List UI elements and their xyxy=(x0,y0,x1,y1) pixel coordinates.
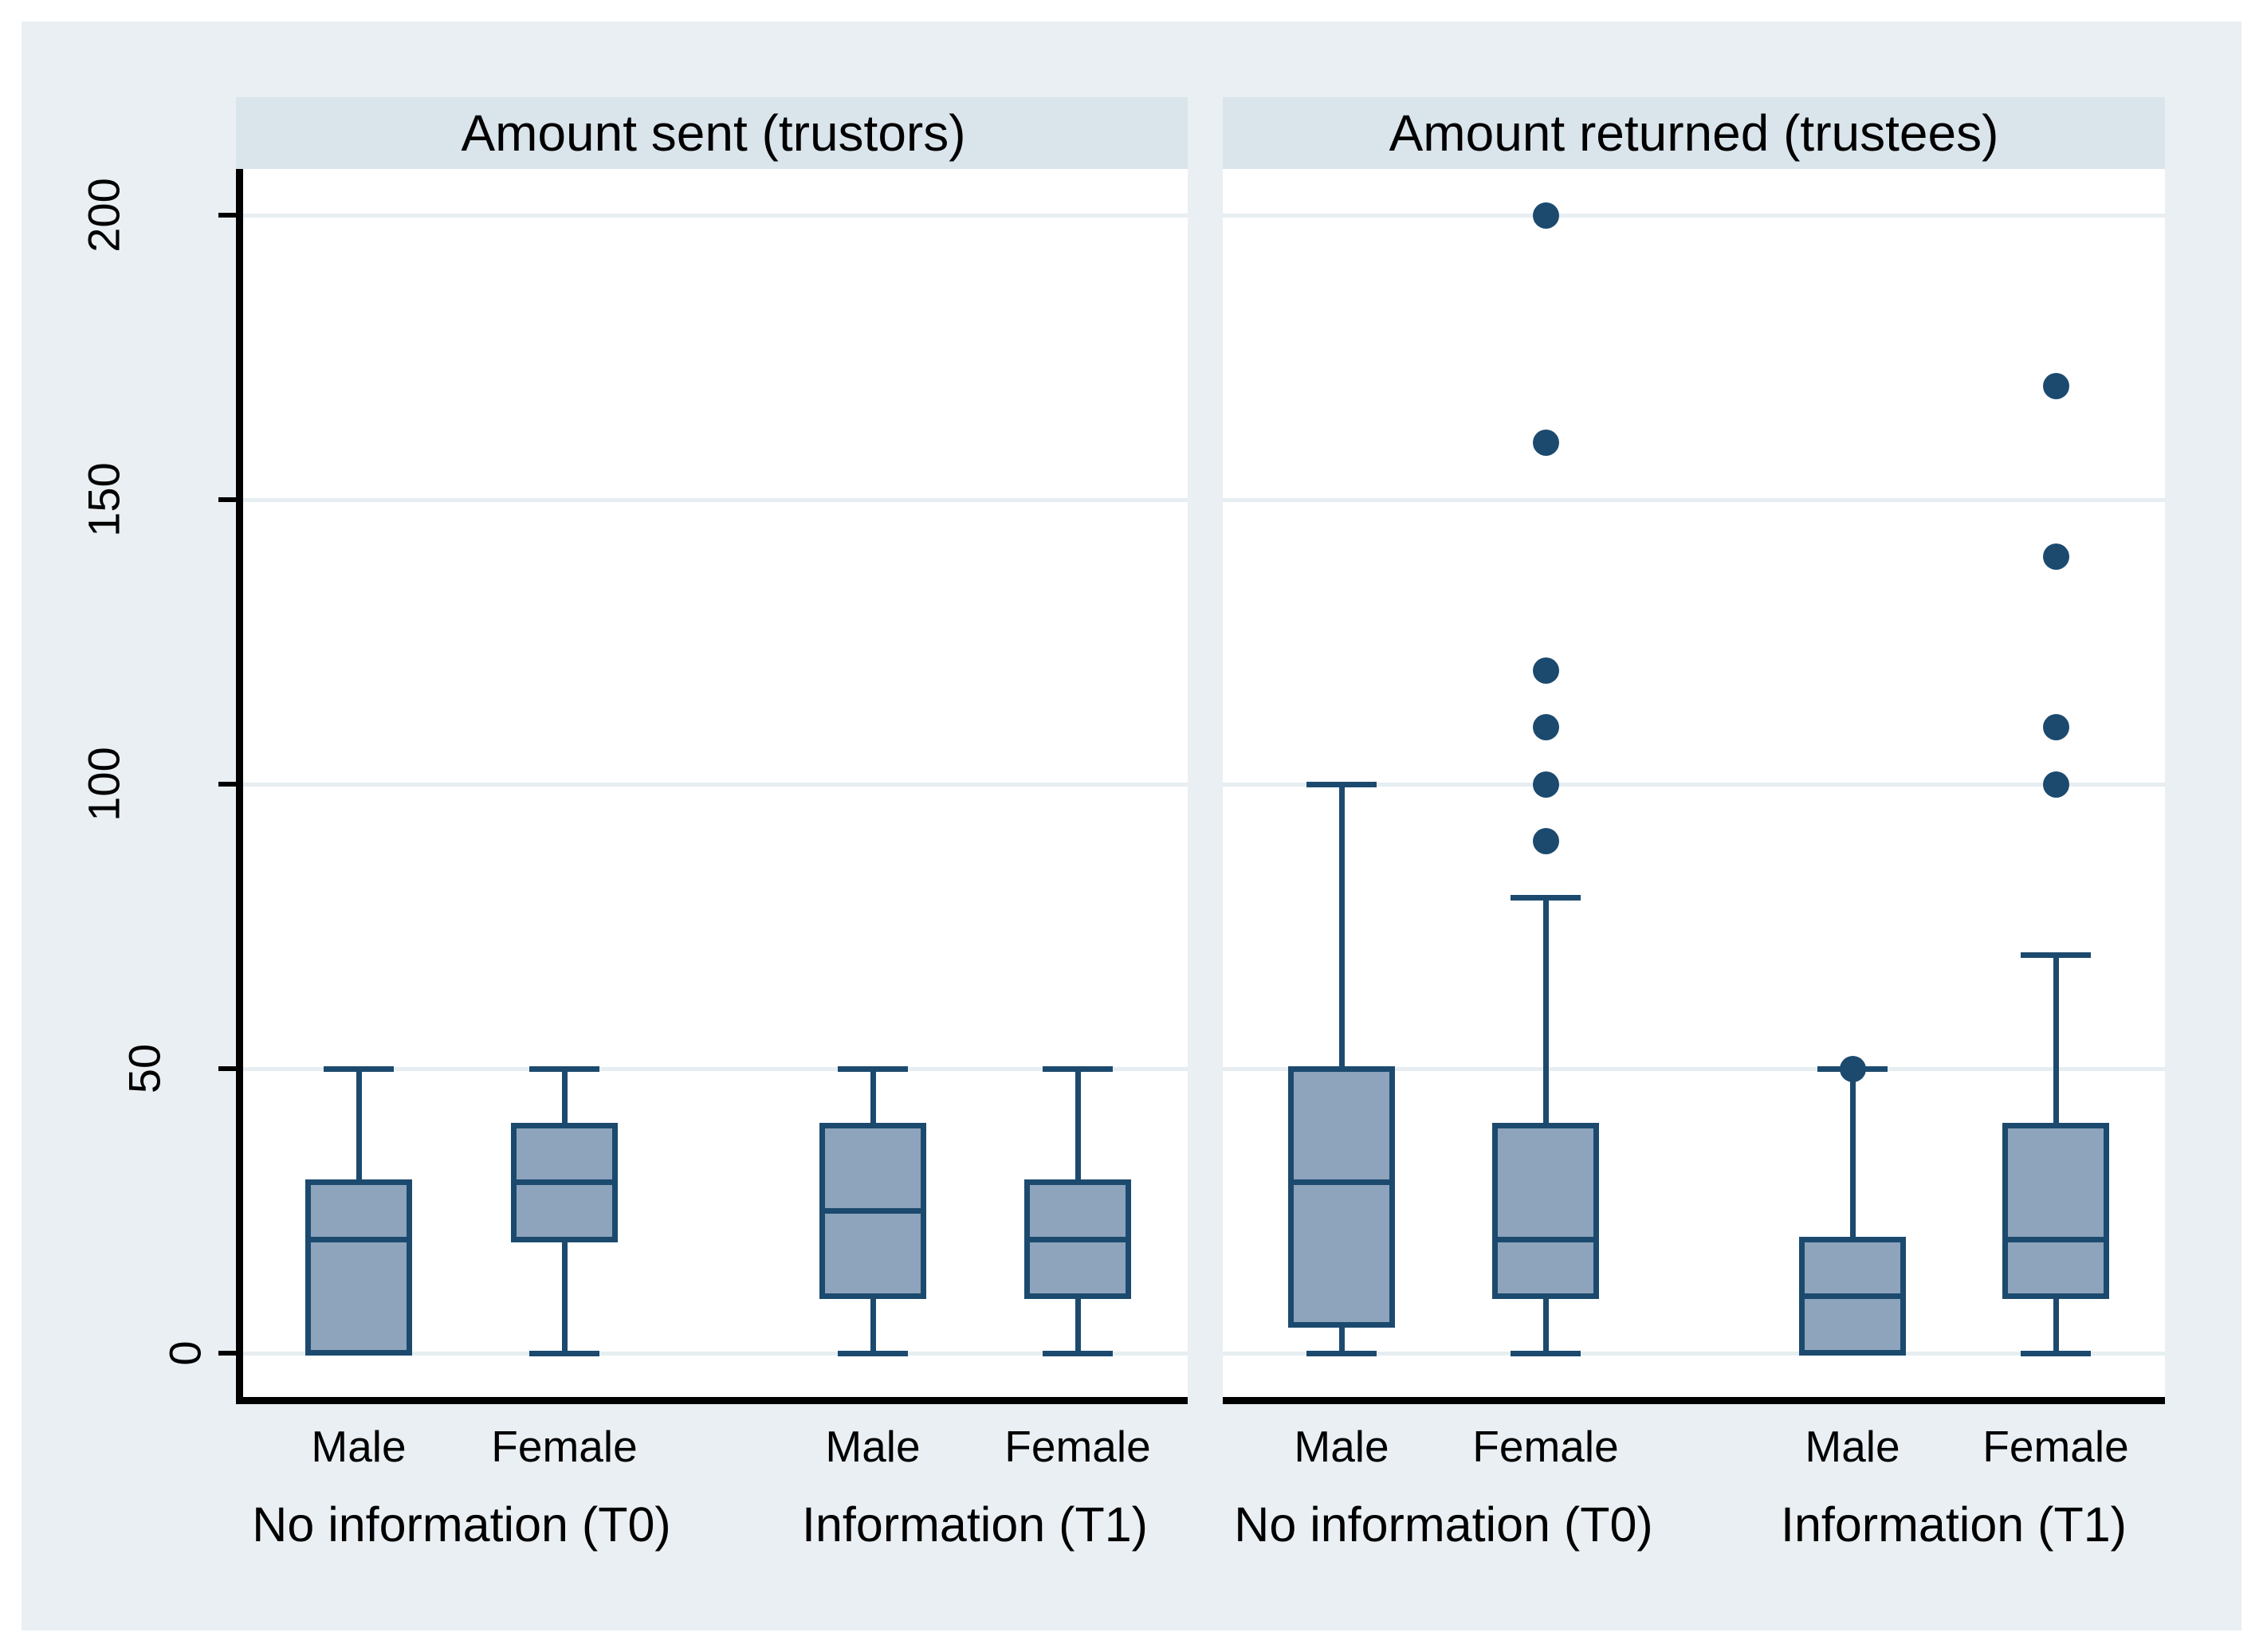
box-whisker-upper xyxy=(1338,784,1345,1069)
gridline xyxy=(1223,498,2165,502)
panel-title: Amount returned (trustees) xyxy=(1389,104,1999,162)
outlier-dot xyxy=(2042,543,2069,570)
median-line xyxy=(511,1179,618,1186)
outlier-dot xyxy=(1532,202,1559,229)
group-label: Information (T1) xyxy=(802,1497,1148,1552)
outlier-dot xyxy=(1532,771,1559,798)
outlier-dot xyxy=(2042,771,2069,798)
box-whisker-cap-upper xyxy=(324,1065,394,1072)
gridline xyxy=(239,214,1188,218)
x-tick-label: Female xyxy=(491,1422,638,1471)
x-tick-label: Male xyxy=(311,1422,407,1471)
outlier-dot xyxy=(1532,430,1559,457)
median-line xyxy=(1492,1236,1599,1242)
y-tick-label: 200 xyxy=(78,178,129,253)
box-whisker-cap-upper xyxy=(2021,952,2091,958)
y-tick xyxy=(218,497,236,502)
median-line xyxy=(1288,1179,1395,1186)
y-tick-label: 100 xyxy=(78,747,129,822)
x-axis-line xyxy=(1223,1397,2165,1404)
box-whisker-lower xyxy=(870,1296,876,1353)
gridline xyxy=(1223,1352,2165,1356)
x-tick-label: Male xyxy=(1805,1422,1900,1471)
box-whisker-lower xyxy=(2053,1296,2059,1353)
gridline xyxy=(1223,1067,2165,1071)
median-line xyxy=(305,1236,412,1242)
y-axis-line xyxy=(236,169,243,1404)
box-whisker-cap-upper xyxy=(838,1065,908,1072)
box-whisker-cap-lower xyxy=(1306,1350,1377,1356)
box-whisker-cap-lower xyxy=(838,1350,908,1356)
box-whisker-cap-upper xyxy=(1511,895,1581,901)
box-whisker-cap-lower xyxy=(2021,1350,2091,1356)
box-whisker-upper xyxy=(561,1069,568,1126)
gridline xyxy=(1223,214,2165,218)
gridline xyxy=(239,498,1188,502)
box-whisker-upper xyxy=(1075,1069,1081,1183)
x-tick-label: Male xyxy=(825,1422,921,1471)
box-whisker-upper xyxy=(870,1069,876,1126)
outlier-dot xyxy=(1532,657,1559,684)
gridline xyxy=(239,783,1188,787)
box-whisker-lower xyxy=(1542,1296,1549,1353)
box-rect xyxy=(305,1179,412,1356)
y-tick-label: 150 xyxy=(78,462,129,537)
y-tick xyxy=(218,1351,236,1356)
y-tick xyxy=(218,1066,236,1071)
box-whisker-lower xyxy=(1075,1296,1081,1353)
x-tick-label: Female xyxy=(1982,1422,2129,1471)
box-whisker-cap-lower xyxy=(1511,1350,1581,1356)
box-whisker-cap-lower xyxy=(529,1350,599,1356)
outlier-dot xyxy=(2042,372,2069,399)
box-rect xyxy=(2002,1122,2109,1300)
gridline xyxy=(239,1067,1188,1071)
x-axis-line xyxy=(236,1397,1188,1404)
panel-header-band xyxy=(236,97,1188,169)
x-tick-label: Male xyxy=(1294,1422,1389,1471)
outlier-dot xyxy=(1839,1055,1866,1082)
outlier-dot xyxy=(2042,714,2069,741)
box-whisker-lower xyxy=(561,1239,568,1353)
box-rect xyxy=(1492,1122,1599,1300)
outlier-dot xyxy=(1532,827,1559,854)
x-tick-label: Female xyxy=(1472,1422,1619,1471)
median-line xyxy=(2002,1236,2109,1242)
y-tick xyxy=(218,213,236,218)
gridline xyxy=(1223,783,2165,787)
median-line xyxy=(1799,1293,1906,1300)
median-line xyxy=(1024,1236,1131,1242)
box-whisker-upper xyxy=(356,1069,362,1183)
box-whisker-upper xyxy=(2053,955,2059,1126)
box-whisker-upper xyxy=(1542,897,1549,1126)
x-tick-label: Female xyxy=(1004,1422,1151,1471)
box-whisker-cap-lower xyxy=(1043,1350,1113,1356)
box-whisker-lower xyxy=(1338,1324,1345,1353)
y-tick-label: 0 xyxy=(159,1340,210,1366)
box-whisker-cap-upper xyxy=(1306,781,1377,787)
outlier-dot xyxy=(1532,714,1559,741)
box-whisker-cap-upper xyxy=(1043,1065,1113,1072)
panel-title: Amount sent (trustors) xyxy=(461,104,966,162)
y-tick xyxy=(218,782,236,787)
group-label: Information (T1) xyxy=(1781,1497,2127,1552)
group-label: No information (T0) xyxy=(252,1497,671,1552)
panel-header-band xyxy=(1223,97,2165,169)
box-whisker-cap-upper xyxy=(529,1065,599,1072)
median-line xyxy=(819,1208,926,1214)
box-whisker-upper xyxy=(1849,1069,1856,1240)
y-tick-label: 50 xyxy=(119,1043,170,1094)
gridline xyxy=(239,1352,1188,1356)
box-rect xyxy=(1288,1065,1395,1328)
group-label: No information (T0) xyxy=(1234,1497,1653,1552)
